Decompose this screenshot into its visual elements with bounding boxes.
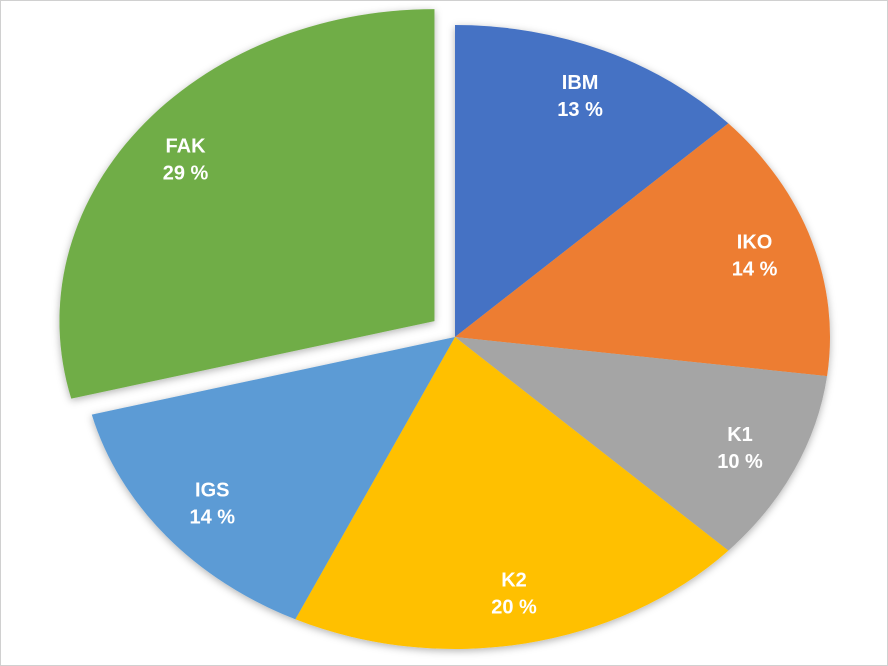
pie-slice: [455, 123, 830, 377]
slice-label: K1: [727, 424, 753, 446]
pie: [59, 9, 830, 649]
slice-label: IBM: [562, 72, 599, 94]
slice-label: FAK: [166, 136, 207, 158]
slice-value-label: 13 %: [557, 99, 603, 121]
slice-value-label: 29 %: [163, 163, 209, 185]
pie-slice: [59, 9, 435, 399]
slice-value-label: 10 %: [717, 451, 763, 473]
slice-value-label: 14 %: [189, 506, 235, 528]
pie-slice: [295, 337, 729, 649]
slice-value-label: 14 %: [732, 258, 778, 280]
pie-slice: [455, 25, 729, 337]
slice-label: IGS: [195, 479, 229, 501]
slice-label: K2: [501, 570, 527, 592]
slice-value-label: 20 %: [491, 597, 537, 619]
slice-label: IKO: [737, 231, 773, 253]
pie-slice: [91, 337, 455, 620]
pie-slice: [455, 337, 828, 551]
